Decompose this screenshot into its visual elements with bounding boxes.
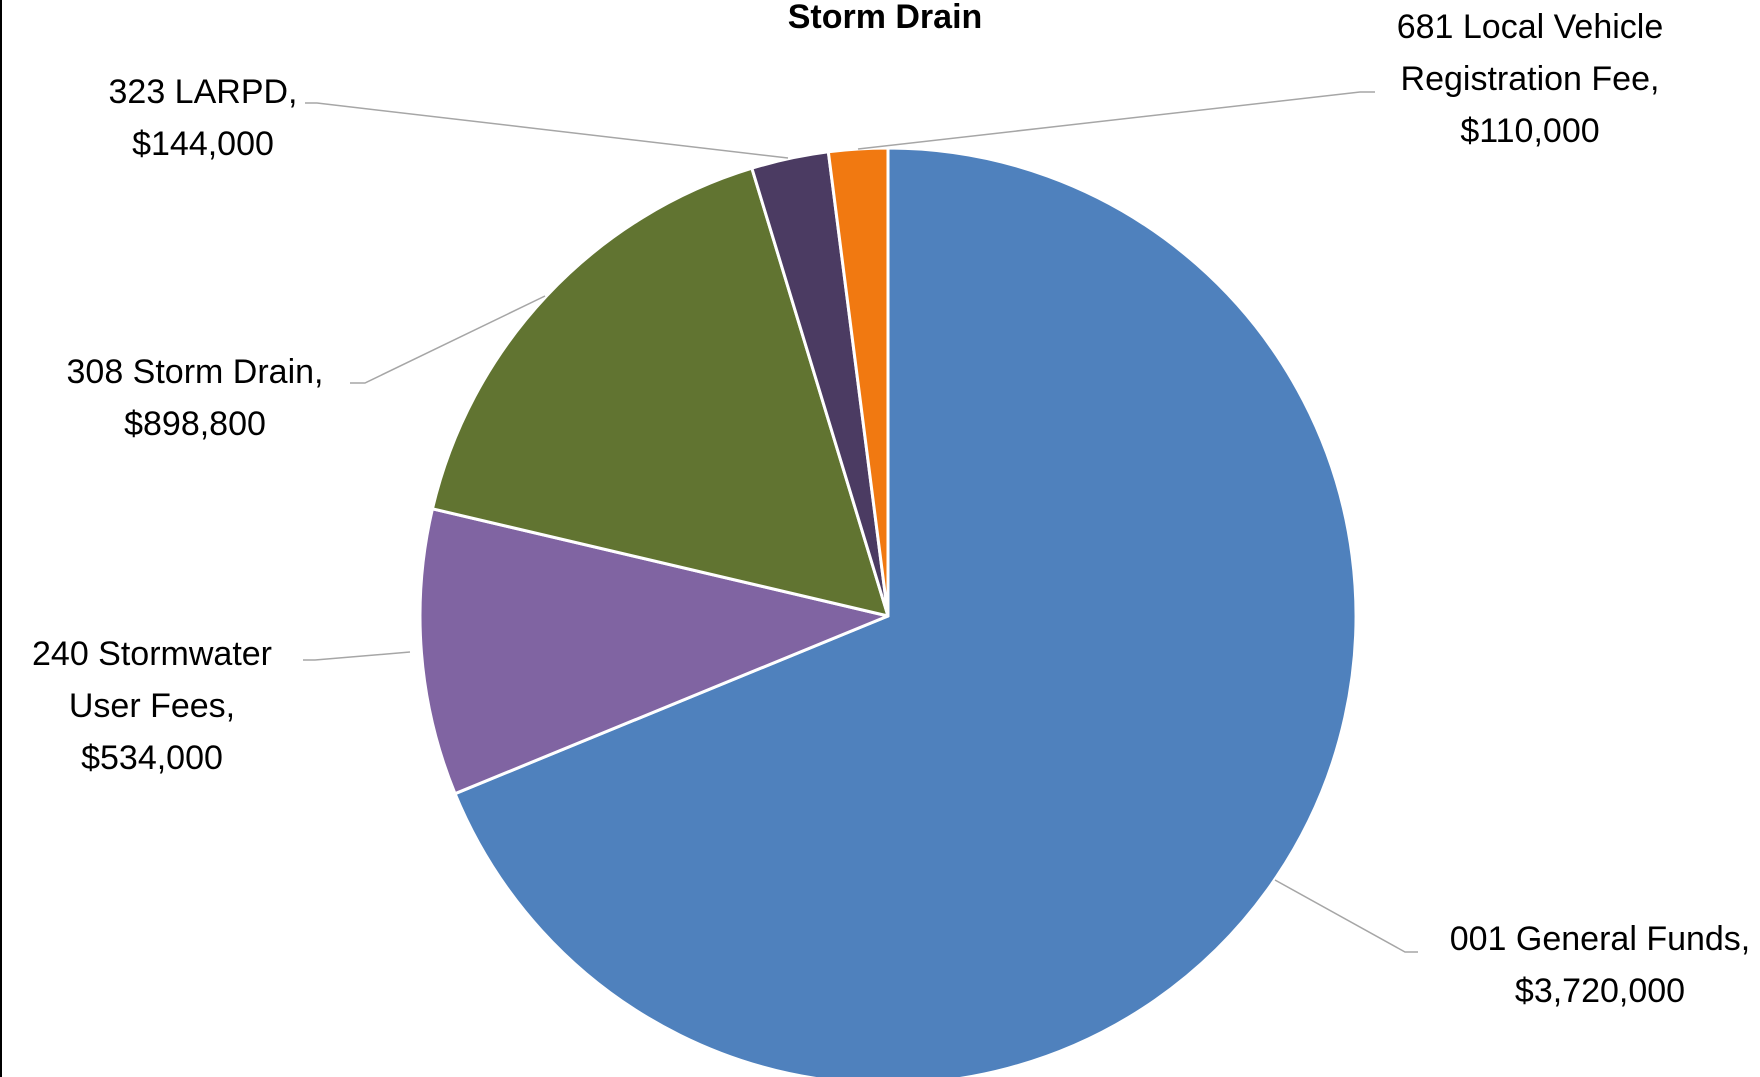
data-label-5: 681 Local Vehicle Registration Fee, $110,0… xyxy=(1397,8,1664,150)
data-label-line: Registration Fee, xyxy=(1401,60,1660,98)
data-label-1: 001 General Funds, $3,720,000 xyxy=(1450,920,1751,1010)
leader-line-1 xyxy=(1274,879,1418,953)
data-label-2: 240 Stormwater User Fees, $534,000 xyxy=(32,635,272,777)
leader-line-4 xyxy=(305,102,789,159)
data-label-line: $110,000 xyxy=(1460,112,1599,150)
data-label-line: 323 LARPD, xyxy=(109,73,298,111)
pie-slice-1 xyxy=(453,146,1358,1077)
data-label-line: $534,000 xyxy=(81,739,223,777)
data-label-line: 001 General Funds, xyxy=(1450,920,1751,958)
slices-layer xyxy=(418,146,1358,1077)
leader-line-5 xyxy=(857,91,1375,150)
data-label-line: 240 Stormwater xyxy=(32,635,272,673)
data-label-line: 308 Storm Drain, xyxy=(67,353,324,391)
data-label-line: $898,800 xyxy=(124,405,266,443)
pie-slice-3 xyxy=(430,166,890,618)
pie-slice-2 xyxy=(418,507,890,796)
data-label-3: 308 Storm Drain, $898,800 xyxy=(67,353,324,443)
leader-line-2 xyxy=(303,651,411,661)
chart-title: Storm Drain xyxy=(788,0,983,36)
data-label-line: 681 Local Vehicle xyxy=(1397,8,1664,46)
data-labels-layer: 001 General Funds, $3,720,000 240 Stormwat… xyxy=(32,8,1750,1010)
leader-line-3 xyxy=(350,295,546,384)
data-label-line: $144,000 xyxy=(132,125,274,163)
data-label-4: 323 LARPD, $144,000 xyxy=(109,73,298,163)
chart-left-border xyxy=(0,0,2,1077)
leader-lines-layer xyxy=(303,91,1418,953)
data-label-line: User Fees, xyxy=(69,687,235,725)
data-label-line: $3,720,000 xyxy=(1515,972,1685,1010)
